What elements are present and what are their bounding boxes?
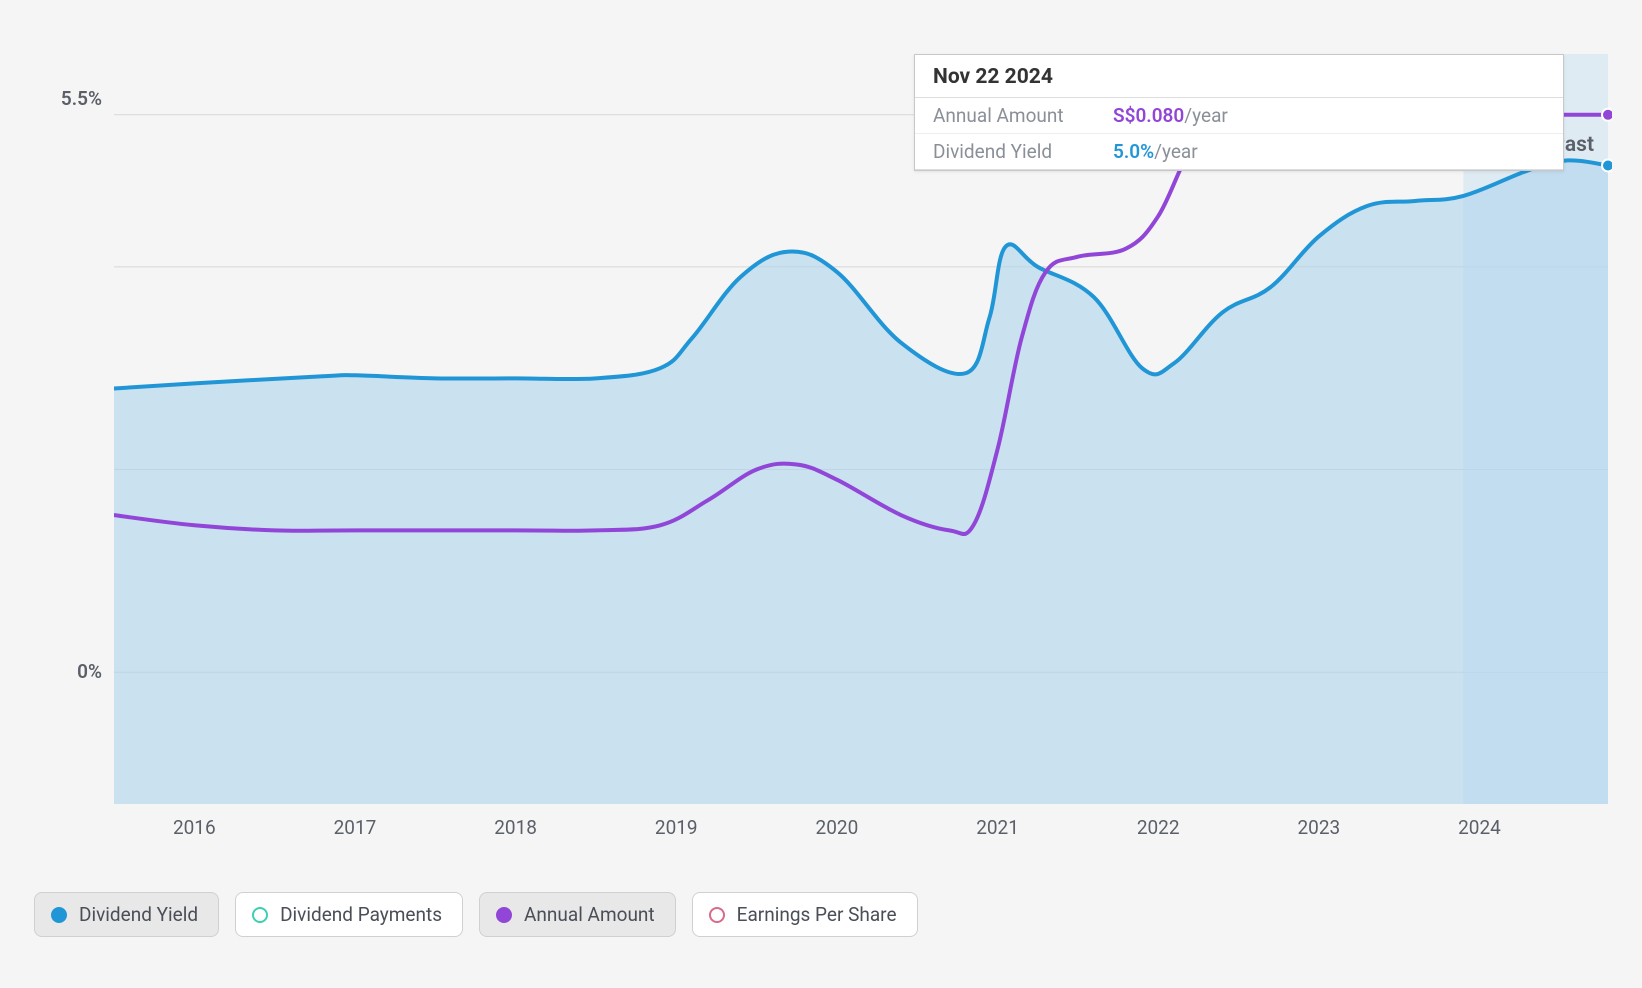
legend-swatch — [252, 907, 268, 923]
legend-item-eps[interactable]: Earnings Per Share — [692, 892, 918, 937]
y-axis-tick-label: 5.5% — [61, 87, 102, 110]
legend-swatch — [51, 907, 67, 923]
legend-label: Dividend Yield — [79, 903, 198, 926]
x-axis-tick-label: 2020 — [816, 816, 859, 839]
legend-label: Dividend Payments — [280, 903, 442, 926]
annual-amount-end-marker — [1602, 109, 1612, 121]
chart-legend: Dividend Yield Dividend Payments Annual Am… — [34, 892, 1608, 937]
legend-item-dividend-yield[interactable]: Dividend Yield — [34, 892, 219, 937]
tooltip-row: Dividend Yield5.0%/year — [915, 134, 1563, 170]
dividend-yield-end-marker — [1602, 159, 1612, 171]
x-axis-tick-label: 2018 — [494, 816, 537, 839]
x-axis-tick-label: 2016 — [173, 816, 216, 839]
x-axis-tick-label: 2022 — [1137, 816, 1180, 839]
legend-swatch — [496, 907, 512, 923]
chart-page: Past0%5.5%201620172018201920202021202220… — [0, 0, 1642, 988]
tooltip-row-value: 5.0%/year — [1113, 140, 1198, 163]
legend-item-annual-amount[interactable]: Annual Amount — [479, 892, 676, 937]
tooltip-row-label: Annual Amount — [933, 104, 1113, 127]
legend-label: Annual Amount — [524, 903, 655, 926]
x-axis-tick-label: 2021 — [976, 816, 1019, 839]
x-axis-tick-label: 2024 — [1458, 816, 1501, 839]
chart-tooltip: Nov 22 2024 Annual AmountS$0.080/yearDiv… — [914, 54, 1564, 171]
tooltip-row: Annual AmountS$0.080/year — [915, 98, 1563, 134]
legend-item-dividend-payments[interactable]: Dividend Payments — [235, 892, 463, 937]
tooltip-row-label: Dividend Yield — [933, 140, 1113, 163]
legend-swatch — [709, 907, 725, 923]
x-axis-tick-label: 2019 — [655, 816, 698, 839]
x-axis-tick-label: 2017 — [334, 816, 377, 839]
tooltip-date: Nov 22 2024 — [915, 55, 1563, 98]
tooltip-row-value: S$0.080/year — [1113, 104, 1228, 127]
dividend-yield-area — [114, 160, 1608, 804]
x-axis-tick-label: 2023 — [1297, 816, 1340, 839]
chart-container: Past0%5.5%201620172018201920202021202220… — [34, 24, 1608, 864]
legend-label: Earnings Per Share — [737, 903, 897, 926]
y-axis-tick-label: 0% — [77, 660, 102, 683]
